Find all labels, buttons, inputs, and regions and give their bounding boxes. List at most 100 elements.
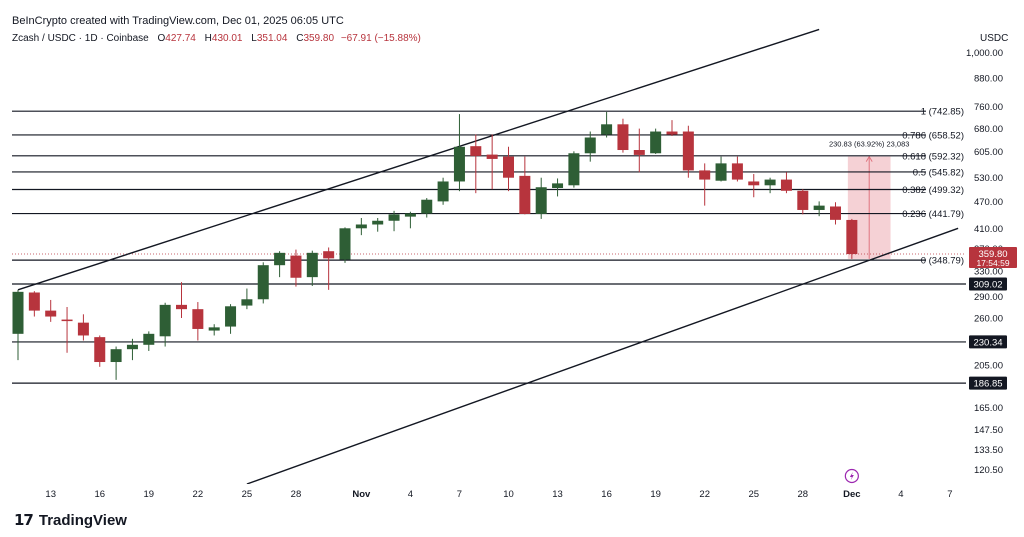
brand-name: TradingView	[38, 511, 127, 529]
candle	[715, 156, 727, 182]
x-tick-label: 25	[748, 489, 759, 500]
candle-body	[404, 213, 416, 217]
candle-body	[535, 187, 547, 214]
candle	[225, 304, 237, 334]
x-tick-label: 7	[457, 489, 462, 500]
y-tick-label: 260.00	[974, 314, 1003, 325]
x-tick-label: 28	[798, 489, 809, 500]
x-tick-label: 4	[408, 489, 413, 500]
price-change: −67.91 (−15.88%)	[340, 33, 421, 44]
candle	[110, 346, 122, 380]
candle	[274, 251, 286, 278]
fib-label: 0.618 (592.32)	[902, 151, 964, 162]
support-price-label: 186.85	[973, 379, 1002, 390]
candle	[519, 156, 531, 215]
candle	[421, 198, 433, 218]
x-tick-label: 13	[45, 489, 56, 500]
candle	[503, 146, 514, 192]
y-tick-label: 530.00	[974, 173, 1003, 184]
candle	[61, 306, 73, 353]
support-price-tag	[969, 376, 1007, 390]
y-tick-label: 410.00	[974, 224, 1003, 235]
candle-body	[355, 224, 367, 229]
y-tick-label: 605.00	[974, 147, 1003, 158]
candle	[764, 177, 776, 194]
y-tick-label: 290.00	[974, 292, 1003, 303]
candle	[813, 201, 825, 217]
y-tick-label: 165.00	[974, 403, 1003, 414]
symbol-name[interactable]: Zcash / USDC · 1D · Coinbase	[12, 33, 149, 44]
candle-body	[699, 170, 711, 180]
candle-body	[28, 292, 40, 311]
candle	[633, 128, 645, 173]
candle	[404, 211, 416, 229]
currency-label[interactable]: USDC	[980, 33, 1009, 44]
candle-body	[715, 163, 727, 181]
ohlc-open-key: O	[157, 33, 166, 44]
chart-credit: BeInCrypto created with TradingView.com,…	[12, 15, 344, 27]
candle	[355, 218, 367, 236]
candle-body	[748, 181, 760, 186]
symbol-legend: Zcash / USDC · 1D · Coinbase O427.74 H43…	[12, 33, 421, 44]
candle	[208, 324, 220, 336]
candle	[192, 302, 204, 341]
candle	[241, 288, 253, 310]
candle	[453, 114, 465, 192]
candle	[470, 134, 482, 194]
ohlc-close-key: C	[296, 33, 304, 44]
y-tick-label: 147.50	[974, 425, 1003, 436]
x-tick-label: 7	[947, 489, 952, 500]
candle-body	[274, 252, 286, 266]
support-price-tag	[969, 335, 1007, 349]
channel-line-upper	[17, 28, 820, 291]
candle	[748, 174, 760, 198]
candle-body	[126, 344, 138, 350]
candle-body	[470, 146, 482, 156]
candle	[666, 120, 678, 136]
ohlc-low-value: 351.04	[256, 33, 288, 44]
fib-label: 1 (742.85)	[921, 107, 964, 118]
x-tick-label: 22	[699, 489, 710, 500]
candle-body	[584, 137, 596, 154]
y-tick-label: 680.00	[974, 124, 1003, 135]
candle-body	[61, 319, 73, 322]
candle	[731, 156, 743, 182]
measure-arrowhead	[865, 155, 873, 162]
x-tick-label: 19	[144, 489, 155, 500]
candle-body	[519, 175, 531, 214]
y-tick-label: 470.00	[974, 197, 1003, 208]
candle	[257, 262, 269, 304]
candle-body	[486, 154, 498, 159]
candle	[290, 249, 302, 287]
candle-body	[143, 333, 155, 345]
candle	[486, 134, 498, 190]
candle-body	[45, 310, 57, 317]
support-price-label: 230.34	[973, 337, 1002, 348]
tradingview-brand[interactable]: 17 TradingView	[14, 511, 127, 529]
candle	[12, 289, 24, 361]
candle	[306, 250, 318, 286]
candle-body	[306, 252, 318, 278]
candle-body	[764, 179, 776, 186]
y-tick-label: 205.00	[974, 360, 1003, 371]
candle	[699, 163, 711, 206]
ohlc-close-value: 359.80	[303, 33, 335, 44]
current-price-label: 359.80	[978, 249, 1007, 260]
countdown-label: 17:54:59	[976, 258, 1009, 268]
candle-body	[731, 163, 743, 180]
fib-label: 0.236 (441.79)	[902, 209, 964, 220]
candle	[372, 218, 384, 232]
candle-body	[650, 131, 662, 154]
fib-label: 0.786 (658.52)	[902, 130, 964, 141]
x-tick-label: 19	[650, 489, 661, 500]
candle-body	[192, 309, 204, 329]
candle-body	[813, 205, 825, 210]
candle-body	[552, 183, 564, 189]
candle	[682, 125, 694, 178]
candle-body	[568, 153, 580, 186]
candle-body	[633, 150, 645, 155]
candle-body	[257, 265, 269, 300]
channel-line-lower	[246, 227, 959, 484]
candle	[45, 299, 57, 322]
